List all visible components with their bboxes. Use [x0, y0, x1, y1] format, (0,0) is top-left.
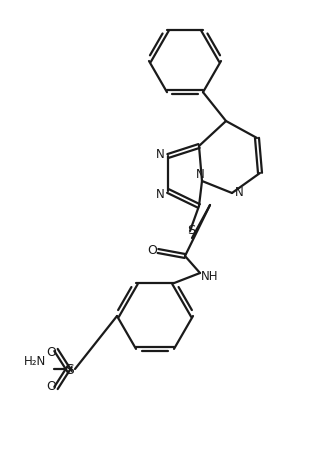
Text: S: S — [66, 362, 74, 376]
Text: N: N — [156, 148, 164, 161]
Text: NH: NH — [201, 269, 219, 282]
Text: S: S — [187, 224, 195, 237]
Text: O: O — [147, 244, 157, 257]
Text: H₂N: H₂N — [24, 355, 46, 368]
Text: N: N — [156, 187, 164, 200]
Text: O: O — [46, 346, 56, 359]
Text: O: O — [46, 380, 56, 393]
Text: N: N — [196, 167, 204, 180]
Text: N: N — [235, 185, 243, 198]
